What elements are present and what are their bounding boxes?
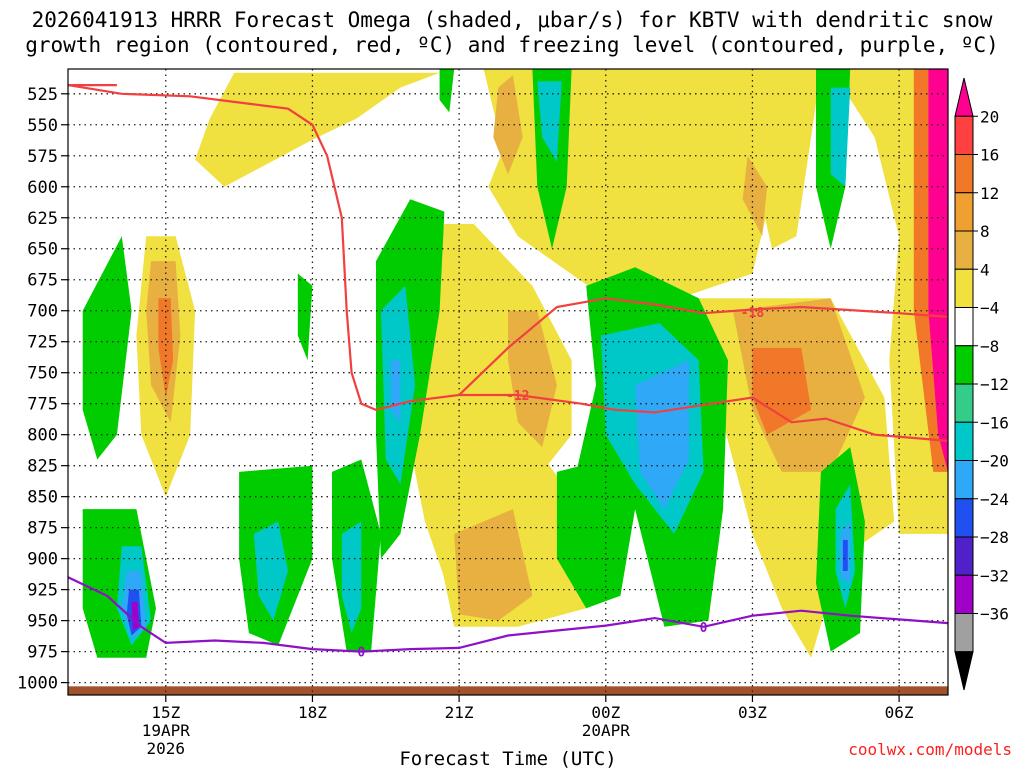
y-tick-label-750: 750 bbox=[27, 364, 58, 384]
y-tick-label-975: 975 bbox=[27, 643, 58, 663]
y-tick-label-525: 525 bbox=[27, 85, 58, 105]
colorbar-seg-orange bbox=[954, 154, 974, 194]
colorbar-label-12: −32 bbox=[980, 566, 1009, 585]
omega-region-teal-h bbox=[341, 521, 362, 633]
colorbar-label-5: −4 bbox=[980, 299, 999, 318]
colorbar-seg-black bbox=[954, 651, 974, 691]
colorbar-seg-blue bbox=[954, 498, 974, 538]
omega-region-yellow-top-d bbox=[713, 69, 821, 249]
colorbar-label-7: −12 bbox=[980, 375, 1009, 394]
colorbar-seg-teal bbox=[954, 421, 974, 461]
omega-region-orange-strong-b bbox=[158, 298, 174, 398]
y-tick-label-925: 925 bbox=[27, 581, 58, 601]
colorbar-label-10: −24 bbox=[980, 490, 1009, 509]
dendritic-contour-2 bbox=[459, 393, 949, 442]
dendritic-contour-0 bbox=[67, 84, 949, 412]
colorbar-seg-white bbox=[954, 307, 974, 347]
colorbar-seg-seagreen bbox=[954, 383, 974, 423]
colorbar-label-6: −8 bbox=[980, 337, 999, 356]
y-tick-label-850: 850 bbox=[27, 488, 58, 508]
colorbar-seg-magenta bbox=[954, 77, 974, 117]
x-tick-label-03Z: 03Z bbox=[738, 703, 767, 722]
freezing-level-line bbox=[67, 576, 949, 653]
contour-label-1: -12 bbox=[506, 389, 529, 404]
colorbar-label-1: 16 bbox=[980, 146, 999, 165]
colorbar-seg-lightblue bbox=[954, 460, 974, 500]
y-tick-label-900: 900 bbox=[27, 550, 58, 570]
y-tick-label-550: 550 bbox=[27, 116, 58, 136]
colorbar-label-11: −28 bbox=[980, 528, 1009, 547]
x-tick-label-00Z: 00Z bbox=[591, 703, 620, 722]
omega-region-orange-strong-a bbox=[752, 347, 812, 435]
omega-region-magenta-right bbox=[928, 69, 948, 472]
omega-region-teal-f bbox=[830, 87, 851, 187]
colorbar-seg-green bbox=[954, 345, 974, 385]
contour-label-0: -18 bbox=[741, 306, 765, 321]
omega-region-green-left-up bbox=[82, 236, 132, 460]
colorbar-label-13: −36 bbox=[980, 605, 1009, 624]
title-line-1: 2026041913 HRRR Forecast Omega (shaded, … bbox=[31, 8, 993, 32]
y-tick-label-950: 950 bbox=[27, 612, 58, 632]
y-tick-label-800: 800 bbox=[27, 426, 58, 446]
colorbar-label-3: 8 bbox=[980, 222, 990, 241]
site-credit[interactable]: coolwx.com/models bbox=[848, 740, 1012, 759]
y-tick-label-700: 700 bbox=[27, 302, 58, 322]
colorbar-seg-goldenrod bbox=[954, 230, 974, 270]
colorbar-seg-yellow bbox=[954, 268, 974, 308]
y-tick-label-775: 775 bbox=[27, 395, 58, 415]
omega-region-orange-c bbox=[454, 509, 533, 621]
colorbar-seg-indigo bbox=[954, 536, 974, 576]
colorbar-seg-lightorange bbox=[954, 192, 974, 232]
y-tick-label-825: 825 bbox=[27, 457, 58, 477]
y-tick-label-875: 875 bbox=[27, 519, 58, 539]
omega-region-indigo-b bbox=[842, 540, 848, 571]
chart-title: 2026041913 HRRR Forecast Omega (shaded, … bbox=[0, 8, 1024, 58]
x-tick-label-15Z: 15Z bbox=[151, 703, 180, 722]
terrain-band bbox=[68, 686, 948, 695]
omega-region-teal-b bbox=[253, 521, 288, 621]
colorbar-seg-purple bbox=[954, 574, 974, 614]
y-tick-label-625: 625 bbox=[27, 209, 58, 229]
omega-region-green-thin bbox=[297, 273, 313, 361]
y-tick-label-1000: 1000 bbox=[17, 674, 58, 694]
omega-region-green-top bbox=[439, 69, 455, 113]
colorbar-label-2: 12 bbox=[980, 184, 999, 203]
x-tick-label-06Z: 06Z bbox=[885, 703, 914, 722]
plot-frame bbox=[67, 68, 949, 696]
omega-region-orange-e bbox=[742, 155, 768, 237]
y-tick-label-725: 725 bbox=[27, 333, 58, 353]
x-axis-title: Forecast Time (UTC) bbox=[399, 748, 616, 768]
freezing-label-1: 0 bbox=[700, 621, 708, 636]
x-tick-date-00Z: 20APR bbox=[582, 721, 631, 740]
y-tick-label-675: 675 bbox=[27, 271, 58, 291]
omega-region-orange-b bbox=[508, 310, 557, 448]
colorbar-seg-red bbox=[954, 115, 974, 155]
x-tick-date-15Z: 19APR bbox=[142, 721, 191, 740]
omega-region-green-big-low bbox=[556, 459, 636, 609]
y-tick-label-650: 650 bbox=[27, 240, 58, 260]
x-tick-label-18Z: 18Z bbox=[298, 703, 327, 722]
x-tick-year-15Z: 2026 bbox=[147, 739, 186, 758]
colorbar-seg-gray bbox=[954, 613, 974, 653]
y-tick-label-575: 575 bbox=[27, 147, 58, 167]
title-line-2: growth region (contoured, red, ºC) and f… bbox=[25, 33, 999, 57]
colorbar-label-0: 20 bbox=[980, 107, 999, 126]
x-tick-label-21Z: 21Z bbox=[445, 703, 474, 722]
colorbar-label-4: 4 bbox=[980, 260, 990, 279]
omega-region-yellow-top-a bbox=[195, 72, 440, 187]
y-tick-label-600: 600 bbox=[27, 178, 58, 198]
omega-region-blue-d bbox=[390, 360, 401, 423]
colorbar-label-9: −20 bbox=[980, 452, 1009, 471]
omega-region-teal-d bbox=[537, 81, 562, 162]
colorbar-label-8: −16 bbox=[980, 413, 1009, 432]
freezing-label-0: 0 bbox=[357, 646, 365, 661]
